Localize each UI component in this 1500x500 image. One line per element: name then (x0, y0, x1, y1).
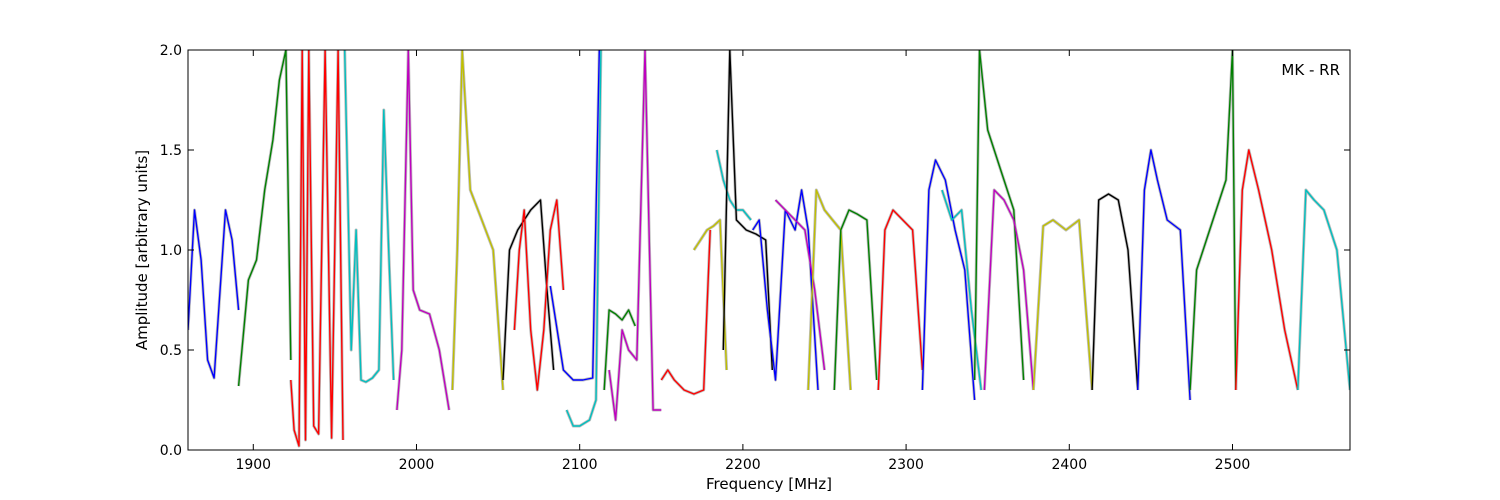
series-line-25 (983, 189, 1035, 391)
x-axis-label: Frequency [MHz] (706, 475, 832, 493)
series-line-18 (775, 199, 826, 371)
x-tick-label: 1900 (235, 457, 271, 473)
series-line-3 (290, 50, 344, 447)
series-line-24 (973, 50, 1025, 381)
reference-trace-24 (973, 50, 1026, 381)
series-line-29 (1189, 50, 1237, 391)
data-series (188, 50, 1350, 447)
y-tick-label: 2.0 (160, 43, 182, 59)
series-line-10 (565, 50, 602, 427)
y-tick-label: 0.0 (160, 443, 182, 459)
x-tick-label: 2300 (888, 457, 924, 473)
series-line-1 (188, 209, 240, 379)
series-line-26 (1032, 219, 1093, 391)
series-line-20 (833, 209, 878, 391)
x-tick-label: 2200 (725, 457, 761, 473)
series-line-13 (660, 229, 711, 395)
reference-trace-12 (607, 50, 662, 422)
panel-label: MK - RR (1281, 61, 1340, 79)
x-tick-label: 2500 (1215, 457, 1251, 473)
series-line-30 (1235, 149, 1299, 391)
series-line-16 (722, 50, 773, 371)
series-line-11 (603, 309, 636, 391)
series-line-6 (451, 50, 504, 391)
series-line-27 (1091, 193, 1139, 391)
reference-trace-31 (1296, 188, 1350, 391)
series-line-28 (1137, 149, 1191, 401)
series-line-21 (877, 209, 924, 391)
series-line-22 (921, 159, 976, 401)
reference-trace-30 (1234, 148, 1300, 391)
x-tick-label: 2100 (562, 457, 598, 473)
reference-trace-13 (660, 229, 712, 396)
x-tick-label: 2000 (399, 457, 435, 473)
series-line-8 (513, 199, 565, 391)
reference-trace-25 (982, 188, 1035, 391)
series-line-31 (1297, 189, 1350, 391)
series-line-4 (344, 50, 395, 383)
series-line-2 (237, 50, 292, 387)
reference-trace-6 (450, 50, 505, 391)
series-line-15 (716, 149, 752, 221)
x-tick-label: 2400 (1051, 457, 1087, 473)
x-axis-ticks: 1900 2000 2100 2200 2300 2400 2500 (235, 50, 1250, 473)
reference-trace-16 (721, 50, 774, 371)
y-axis-label: Amplitude [arbitrary units] (133, 150, 151, 350)
reference-trace-2 (237, 50, 293, 387)
y-tick-label: 0.5 (160, 343, 182, 359)
series-line-14 (693, 219, 728, 371)
y-tick-label: 1.0 (160, 243, 182, 259)
series-line-5 (396, 50, 450, 411)
plot-frame (187, 49, 1351, 451)
series-line-12 (608, 50, 662, 421)
reference-traces (188, 50, 1350, 448)
y-tick-label: 1.5 (160, 143, 182, 159)
series-line-19 (807, 189, 852, 391)
series-line-9 (549, 50, 600, 381)
y-axis-ticks: 0.0 0.5 1.0 1.5 2.0 (160, 43, 1350, 459)
